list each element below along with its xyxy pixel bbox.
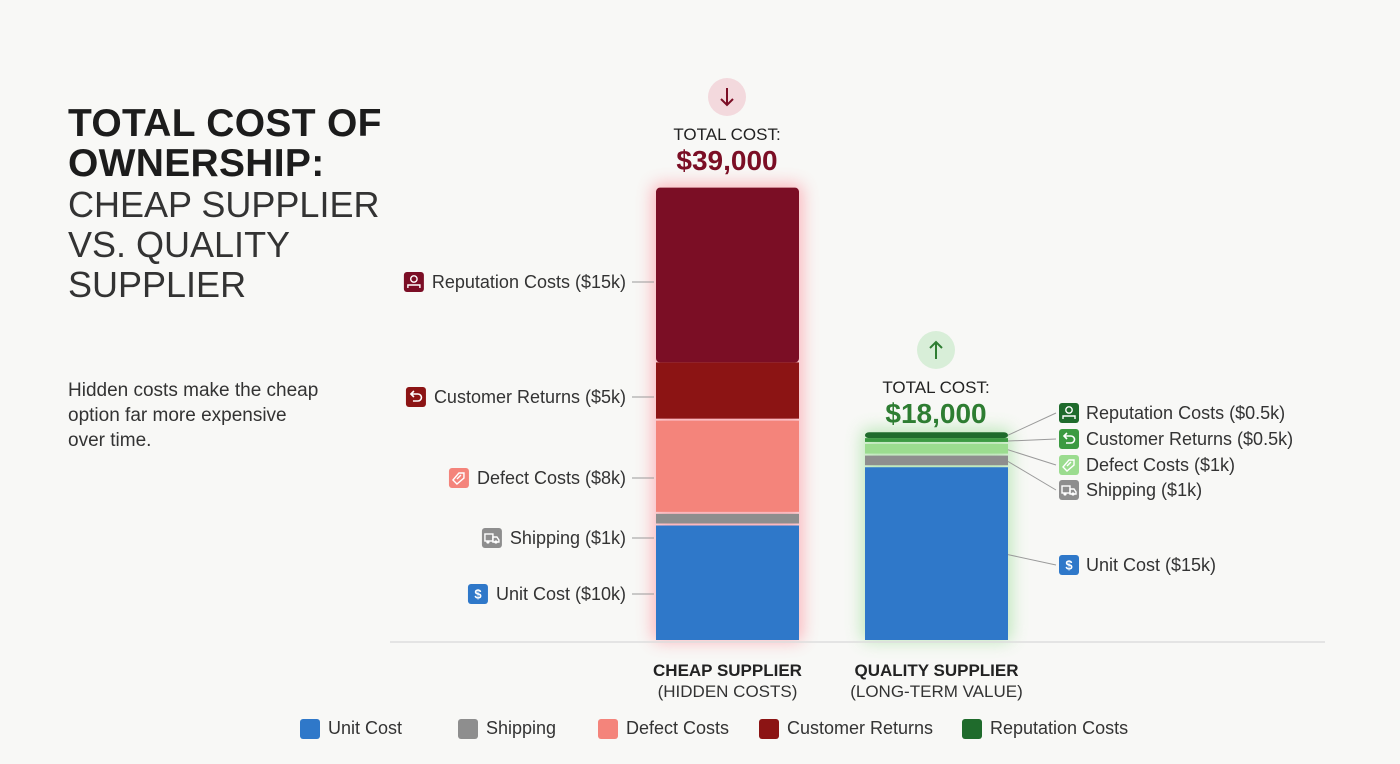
legend-label: Unit Cost: [328, 718, 403, 738]
segment-label-quality-reputation-costs: Reputation Costs ($0.5k): [1007, 403, 1285, 436]
segment-label-text: Shipping ($1k): [1086, 480, 1202, 500]
segment-label-text: Unit Cost ($15k): [1086, 555, 1216, 575]
segment-label-text: Unit Cost ($10k): [496, 584, 626, 604]
legend-swatch: [962, 718, 982, 739]
legend-item-defect-costs: Defect Costs: [598, 718, 729, 739]
bar-segment-quality-shipping: [865, 455, 1008, 466]
legend-label: Customer Returns: [787, 718, 934, 738]
category-sublabel: (LONG-TERM VALUE): [850, 682, 1023, 701]
legend-label: Reputation Costs: [990, 718, 1129, 738]
bar-segment-cheap-reputation-costs: [656, 187, 799, 363]
segment-label-text: Reputation Costs ($0.5k): [1086, 403, 1285, 423]
page-title-line-2: OWNERSHIP:: [68, 142, 325, 185]
svg-text:$: $: [474, 587, 482, 602]
legend-label: Shipping: [486, 718, 557, 738]
page-title-line-1: TOTAL COST OF: [68, 102, 382, 145]
dollar-icon: $: [1059, 555, 1079, 575]
legend-label: Defect Costs: [626, 718, 730, 738]
legend-item-shipping: Shipping: [458, 718, 556, 739]
segment-label-cheap-reputation-costs: Reputation Costs ($15k): [403, 272, 654, 292]
segment-label-cheap-shipping: Shipping ($1k): [481, 528, 654, 548]
segment-label-cheap-customer-returns: Customer Returns ($5k): [405, 387, 654, 407]
total-cost-value: $18,000: [885, 398, 986, 429]
page-subtitle: Hidden costs make the cheap option far m…: [68, 378, 368, 453]
subtitle-line-2: option far more expensive: [68, 405, 287, 426]
leader-line: [1007, 412, 1057, 436]
segment-label-cheap-defect-costs: Defect Costs ($8k): [448, 468, 654, 488]
leader-line: [1007, 460, 1057, 491]
total-cost-label: TOTAL COST:: [673, 125, 780, 144]
segment-label-cheap-unit-cost: Unit Cost ($10k) $: [467, 584, 654, 604]
broken-tag-icon: [1059, 455, 1079, 475]
legend-item-reputation-costs: Reputation Costs: [962, 718, 1128, 739]
bar-segment-quality-reputation-costs: [865, 432, 1008, 439]
title-block: TOTAL COST OF OWNERSHIP: CHEAP SUPPLIER …: [68, 104, 408, 304]
bar-segment-cheap-defect-costs: [656, 420, 799, 512]
segment-label-quality-customer-returns: Customer Returns ($0.5k): [1007, 429, 1293, 449]
return-arrow-icon: [1059, 429, 1079, 449]
bar-segment-quality-unit-cost: [865, 467, 1008, 640]
leader-line: [1007, 554, 1057, 566]
svg-text:$: $: [1065, 558, 1073, 573]
legend-item-unit-cost: Unit Cost: [300, 718, 402, 739]
bar-segment-cheap-customer-returns: [656, 362, 799, 419]
bar-segment-quality-customer-returns: [865, 438, 1008, 442]
leader-line: [1007, 438, 1057, 442]
legend-swatch: [300, 718, 320, 739]
subtitle-line-3: over time.: [68, 430, 152, 451]
arrow-up-icon: [917, 331, 955, 369]
chart-legend: Unit Cost Shipping Defect Costs Customer Re…: [0, 718, 1400, 748]
category-sublabel: (HIDDEN COSTS): [658, 682, 798, 701]
leader-line: [1007, 449, 1057, 466]
dollar-icon: $: [467, 584, 488, 604]
truck-icon: [1059, 480, 1079, 500]
total-cost-label: TOTAL COST:: [882, 378, 989, 397]
segment-label-quality-unit-cost: $ Unit Cost ($15k): [1007, 554, 1216, 575]
category-label: QUALITY SUPPLIER: [854, 661, 1018, 680]
segment-label-quality-shipping: Shipping ($1k): [1007, 460, 1202, 500]
reputation-icon: [403, 272, 424, 292]
segment-label-text: Customer Returns ($0.5k): [1086, 429, 1293, 449]
return-arrow-icon: [405, 387, 426, 407]
segment-label-text: Reputation Costs ($15k): [432, 272, 626, 292]
legend-item-customer-returns: Customer Returns: [759, 718, 933, 739]
segment-label-text: Defect Costs ($1k): [1086, 455, 1235, 475]
segment-label-text: Shipping ($1k): [510, 528, 626, 548]
page-title-line-3: CHEAP SUPPLIER: [68, 184, 380, 225]
reputation-icon: [1059, 403, 1079, 423]
broken-tag-icon: [448, 468, 469, 488]
bar-segment-cheap-unit-cost: [656, 525, 799, 640]
subtitle-line-1: Hidden costs make the cheap: [68, 380, 319, 401]
legend-swatch: [458, 718, 478, 739]
segment-label-text: Customer Returns ($5k): [434, 387, 626, 407]
bar-segment-cheap-shipping: [656, 513, 799, 524]
segment-label-text: Defect Costs ($8k): [477, 468, 626, 488]
bar-segment-quality-defect-costs: [865, 443, 1008, 454]
legend-swatch: [759, 718, 779, 739]
arrow-down-icon: [708, 78, 746, 116]
truck-icon: [481, 528, 502, 548]
page-title-line-5: SUPPLIER: [68, 264, 247, 305]
total-cost-value: $39,000: [676, 145, 777, 176]
segment-label-quality-defect-costs: Defect Costs ($1k): [1007, 449, 1235, 475]
legend-swatch: [598, 718, 618, 739]
page-title-line-4: VS. QUALITY: [68, 224, 291, 265]
category-label: CHEAP SUPPLIER: [653, 661, 802, 680]
